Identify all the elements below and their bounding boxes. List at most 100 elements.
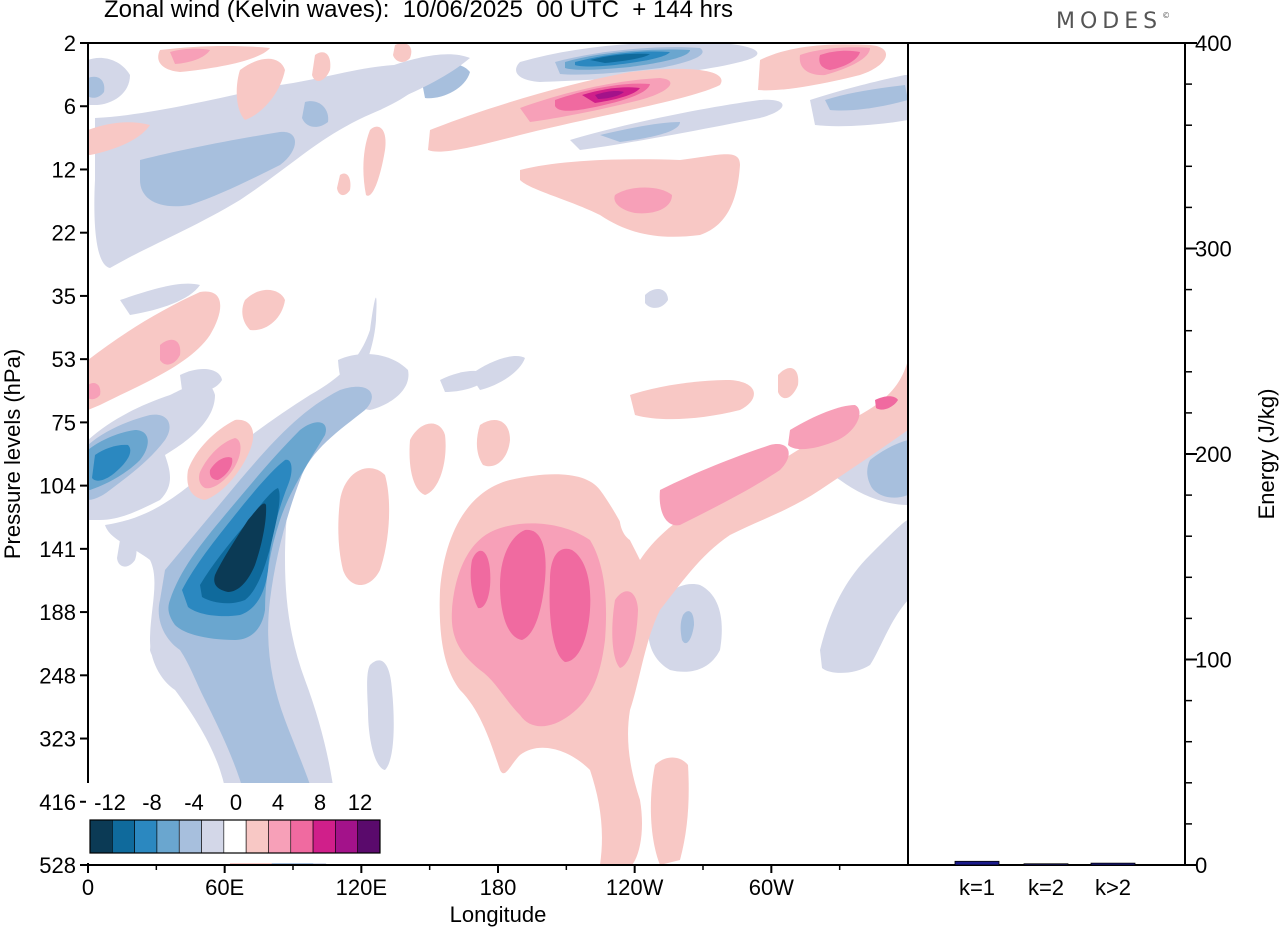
colorbar-label: 4 <box>272 790 284 815</box>
contour-region <box>158 386 372 865</box>
contour-region <box>88 291 221 410</box>
bar-category-label: k>2 <box>1095 875 1131 900</box>
colorbar-swatch <box>156 819 180 854</box>
contour-region <box>120 283 200 315</box>
contour-region <box>470 355 525 390</box>
x-tick-label: 180 <box>480 875 517 900</box>
contour-region <box>160 339 181 365</box>
energy-bar <box>954 860 1000 866</box>
contour-region <box>88 76 105 98</box>
x-tick-label: 60E <box>205 875 244 900</box>
x-tick-label: 120E <box>336 875 387 900</box>
brand-mark: © <box>1162 11 1171 20</box>
contour-region <box>612 591 638 668</box>
energy-axis-label: Energy (J/kg) <box>1254 389 1279 520</box>
contour-region <box>312 52 331 82</box>
bar-category-label: k=1 <box>959 875 995 900</box>
y-tick-label: 2 <box>64 31 76 56</box>
contour-region <box>236 58 285 120</box>
colorbar: -12 -8 -4 0 4 8 12 <box>86 783 384 863</box>
energy-tick-label: 300 <box>1195 237 1232 262</box>
contour-region <box>409 423 446 495</box>
contour-region <box>242 289 285 331</box>
energy-bar <box>1090 862 1136 866</box>
bar-category-label: k=2 <box>1028 875 1064 900</box>
contour-region <box>378 54 470 100</box>
contour-region <box>788 405 860 450</box>
energy-tick-label: 200 <box>1195 442 1232 467</box>
contour-region <box>88 383 101 400</box>
contour-region <box>302 101 329 127</box>
y-tick-label: 416 <box>39 790 76 815</box>
colorbar-swatch <box>89 819 113 854</box>
contour-region <box>825 85 908 111</box>
y-tick-label: 12 <box>52 157 76 182</box>
contour-region <box>476 420 510 467</box>
contour-region <box>820 520 908 673</box>
y-tick-label: 248 <box>39 663 76 688</box>
contour-region <box>88 122 150 155</box>
contour-region <box>867 440 908 498</box>
energy-bar <box>1023 863 1069 866</box>
y-tick-label: 323 <box>39 727 76 752</box>
contour-region <box>819 50 860 70</box>
y-tick-label: 104 <box>39 474 76 499</box>
contour-region <box>500 529 546 640</box>
contour-region <box>363 126 386 196</box>
contour-region <box>645 288 668 308</box>
contour-region <box>619 499 643 540</box>
colorbar-swatch <box>357 819 381 854</box>
contour-region <box>650 757 689 865</box>
y-axis-label: Pressure levels (hPa) <box>0 349 25 559</box>
pressure-axis: 2 6 12 22 35 53 75 104 141 188 248 323 416 528 <box>39 31 88 878</box>
contour-field <box>88 43 908 865</box>
energy-bars: k=1 k=2 k>2 <box>954 860 1136 900</box>
contour-region <box>92 444 131 481</box>
x-tick-label: 0 <box>82 875 94 900</box>
contour-region <box>140 131 295 207</box>
contour-region <box>595 91 624 99</box>
y-tick-label: 528 <box>39 853 76 878</box>
brand-text: MODES <box>1056 9 1163 34</box>
chart-title: Zonal wind (Kelvin waves): 10/06/2025 00… <box>104 0 733 23</box>
colorbar-frame <box>89 819 381 854</box>
colorbar-swatch <box>312 819 336 854</box>
colorbar-swatch <box>290 819 314 854</box>
y-tick-label: 53 <box>52 347 76 372</box>
contour-region <box>470 550 491 609</box>
colorbar-swatch <box>268 819 292 854</box>
colorbar-swatch <box>112 819 135 854</box>
contour-region <box>778 367 799 399</box>
contour-region <box>439 360 908 865</box>
contour-region <box>630 380 754 420</box>
colorbar-swatch <box>178 819 202 854</box>
colorbar-swatch <box>245 819 269 854</box>
colorbar-swatch <box>201 819 225 854</box>
colorbar-label: -12 <box>94 790 126 815</box>
contour-region <box>117 538 137 567</box>
energy-tick-label: 0 <box>1195 853 1207 878</box>
energy-tick-label: 100 <box>1195 648 1232 673</box>
contour-region <box>180 368 222 393</box>
y-tick-label: 188 <box>39 600 76 625</box>
contour-region <box>338 468 390 585</box>
contour-region <box>393 43 412 62</box>
y-tick-label: 75 <box>52 410 76 435</box>
contour-region <box>600 122 680 142</box>
x-tick-label: 60W <box>749 875 794 900</box>
contour-region <box>549 548 591 662</box>
colorbar-label: 8 <box>314 790 326 815</box>
longitude-axis: 0 60E 120E 180 120W 60W <box>82 865 841 900</box>
x-tick-label: 120W <box>606 875 664 900</box>
colorbar-label: -8 <box>142 790 162 815</box>
colorbar-swatch <box>223 819 247 854</box>
energy-axis: 0 100 200 300 400 <box>1185 31 1232 878</box>
contour-region <box>170 48 210 64</box>
colorbar-label: 0 <box>230 790 242 815</box>
contour-region <box>337 173 351 196</box>
y-tick-label: 35 <box>52 284 76 309</box>
contour-region <box>614 187 672 214</box>
colorbar-label: 12 <box>348 790 372 815</box>
contour-region <box>659 444 789 526</box>
